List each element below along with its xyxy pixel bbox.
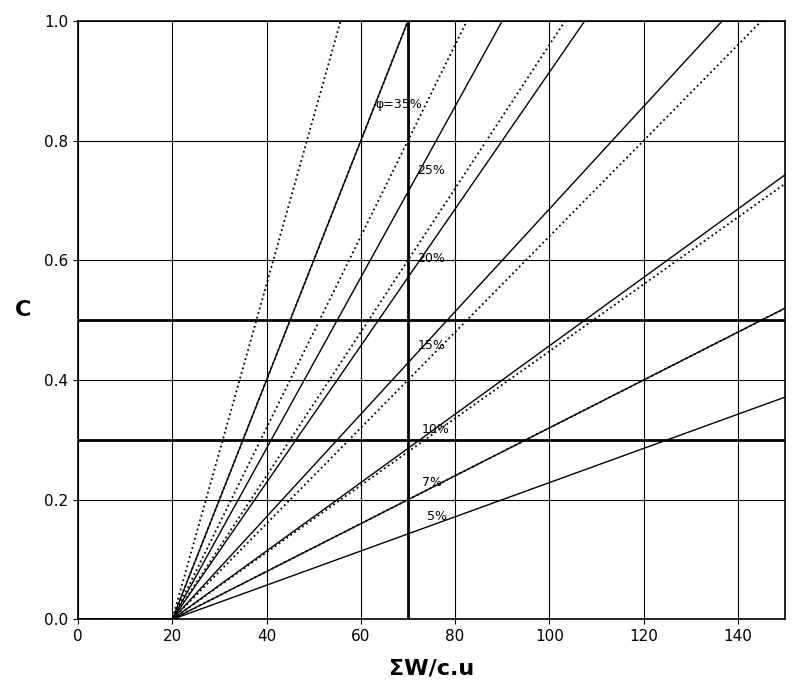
X-axis label: ΣW/c.u: ΣW/c.u	[389, 658, 474, 678]
Text: 7%: 7%	[422, 476, 442, 489]
Text: 25%: 25%	[418, 164, 446, 177]
Text: 5%: 5%	[426, 510, 446, 523]
Text: 15%: 15%	[418, 339, 446, 352]
Text: 10%: 10%	[422, 423, 450, 436]
Text: φ=35%: φ=35%	[375, 98, 422, 111]
Text: 20%: 20%	[418, 252, 446, 265]
Y-axis label: C: C	[15, 300, 31, 320]
